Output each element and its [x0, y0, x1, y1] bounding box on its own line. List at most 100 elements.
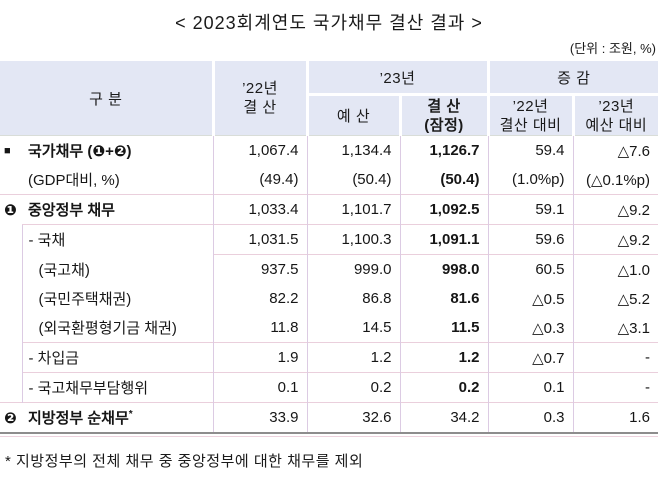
header-row-groups: 구 분 ’22년 결 산 ’23년 증 감: [0, 61, 658, 136]
header-category: 구 분: [0, 61, 213, 136]
cell-y23-budget: 86.8: [306, 284, 400, 313]
header-change-group: 증 감: [486, 61, 658, 95]
cell-label: (GDP대비, %): [22, 165, 213, 195]
unit-note: (단위 : 조원, %): [569, 41, 656, 56]
cell-bullet: [0, 254, 22, 284]
cell-y22-settlement: 1,033.4: [212, 194, 307, 225]
cell-y23-settlement: 0.2: [399, 372, 489, 403]
header-vs-y23: ’23년 예산 대비: [571, 93, 658, 136]
table-bottom-accent-line: [0, 436, 658, 437]
cell-change-vs-y22: △0.7: [487, 342, 574, 373]
cell-change-vs-y23: -: [572, 372, 658, 403]
cell-label: - 국고채무부담행위: [21, 372, 213, 403]
cell-y23-budget: (50.4): [306, 165, 400, 195]
cell-label: (국고채): [21, 254, 213, 284]
page-title: < 2023회계연도 국가채무 결산 결과 >: [175, 13, 483, 33]
cell-y23-settlement: 1,092.5: [399, 194, 489, 225]
cell-y23-budget: 1,100.3: [306, 224, 400, 255]
cell-change-vs-y23: △9.2: [572, 224, 658, 255]
footnote-marker: *: [128, 409, 133, 420]
table-row-central-gov-debt: ❶ 중앙정부 채무 1,033.4 1,101.7 1,092.5 59.1 △…: [0, 194, 658, 225]
label-text: 지방정부 순채무: [28, 410, 129, 427]
table-row-local-gov-net-debt: ❷ 지방정부 순채무* 33.9 32.6 34.2 0.3 1.6: [0, 402, 658, 434]
header-y22-settlement: ’22년 결 산: [211, 61, 307, 136]
header-y23-group: ’23년: [305, 61, 489, 95]
cell-change-vs-y22: 0.3: [487, 402, 574, 434]
cell-y23-settlement: 11.5: [399, 313, 489, 343]
header-vs-y23-line1: ’23년: [598, 97, 635, 115]
table-row-national-debt: ■ 국가채무 (❶+❷) 1,067.4 1,134.4 1,126.7 59.…: [0, 135, 658, 165]
header-settle-line1: 결 산: [427, 97, 461, 115]
cell-y23-budget: 32.6: [306, 402, 400, 434]
cell-y23-budget: 14.5: [306, 313, 400, 343]
cell-y22-settlement: 82.2: [212, 284, 307, 313]
cell-change-vs-y22: 0.1: [487, 372, 574, 403]
table-row-gov-bonds: - 국채 1,031.5 1,100.3 1,091.1 59.6 △9.2: [0, 224, 658, 255]
cell-y22-settlement: 1,031.5: [212, 224, 307, 255]
cell-y23-settlement: 998.0: [399, 254, 489, 284]
cell-change-vs-y23: 1.6: [572, 402, 658, 434]
cell-label: (외국환평형기금 채권): [21, 313, 213, 343]
header-vs-y23-line2: 예산 대비: [585, 116, 648, 134]
cell-change-vs-y23: △3.1: [572, 313, 658, 343]
cell-y22-settlement: 33.9: [212, 402, 307, 434]
header-y22-line1: ’22년: [242, 80, 278, 97]
cell-y22-settlement: (49.4): [212, 165, 307, 195]
table-row-debt-assumption: - 국고채무부담행위 0.1 0.2 0.2 0.1 -: [0, 372, 658, 403]
cell-change-vs-y22: 59.1: [487, 194, 574, 225]
cell-change-vs-y22: (1.0%p): [487, 165, 574, 195]
cell-change-vs-y23: △7.6: [572, 135, 658, 165]
national-debt-table: 구 분 ’22년 결 산 ’23년 증 감 예 산 결 산 (잠정) ’22년 …: [0, 61, 658, 434]
circled-one-icon: ❶: [0, 194, 22, 225]
cell-change-vs-y23: -: [572, 342, 658, 373]
cell-label: 지방정부 순채무*: [22, 402, 213, 434]
cell-y22-settlement: 0.1: [212, 372, 307, 403]
header-y22-line2: 결 산: [243, 99, 277, 116]
header-row-columns: 예 산 결 산 (잠정) ’22년 결산 대비 ’23년 예산 대비: [0, 93, 658, 136]
table-row-housing-bonds: (국민주택채권) 82.2 86.8 81.6 △0.5 △5.2: [0, 284, 658, 313]
table-row-treasury-bonds: (국고채) 937.5 999.0 998.0 60.5 △1.0: [0, 254, 658, 284]
cell-change-vs-y22: 59.4: [487, 135, 574, 165]
cell-change-vs-y22: 59.6: [487, 224, 574, 255]
cell-y23-budget: 1.2: [306, 342, 400, 373]
cell-label: 국가채무 (❶+❷): [22, 135, 213, 165]
cell-y22-settlement: 1,067.4: [212, 135, 307, 165]
cell-y23-settlement: 1,126.7: [399, 135, 489, 165]
cell-bullet: [0, 224, 22, 255]
header-vs-y22-line1: ’22년: [512, 97, 549, 115]
circled-two-icon: ❷: [0, 402, 22, 434]
cell-change-vs-y22: △0.5: [487, 284, 574, 313]
cell-bullet: [0, 313, 22, 343]
cell-bullet: [0, 342, 22, 373]
header-y23-budget: 예 산: [305, 93, 400, 136]
cell-bullet: [0, 372, 22, 403]
cell-y22-settlement: 937.5: [212, 254, 307, 284]
square-bullet-icon: ■: [0, 135, 22, 165]
cell-label: - 국채: [21, 224, 213, 255]
cell-change-vs-y22: △0.3: [487, 313, 574, 343]
header-settle-line2: (잠정): [424, 116, 464, 134]
table-row-gdp-ratio: (GDP대비, %) (49.4) (50.4) (50.4) (1.0%p) …: [0, 165, 658, 195]
cell-y23-settlement: 81.6: [399, 284, 489, 313]
table-row-borrowings: - 차입금 1.9 1.2 1.2 △0.7 -: [0, 342, 658, 373]
cell-label: (국민주택채권): [21, 284, 213, 313]
cell-bullet: [0, 284, 22, 313]
footnote: * 지방정부의 전체 채무 중 중앙정부에 대한 채무를 제외: [5, 453, 364, 470]
cell-y23-settlement: (50.4): [399, 165, 489, 195]
cell-y23-settlement: 34.2: [399, 402, 489, 434]
cell-change-vs-y23: △1.0: [572, 254, 658, 284]
cell-label: 중앙정부 채무: [22, 194, 213, 225]
cell-change-vs-y23: △5.2: [572, 284, 658, 313]
cell-y23-budget: 1,101.7: [306, 194, 400, 225]
cell-label: - 차입금: [21, 342, 213, 373]
cell-change-vs-y23: △9.2: [572, 194, 658, 225]
cell-y23-budget: 1,134.4: [306, 135, 400, 165]
cell-y23-settlement: 1.2: [399, 342, 489, 373]
cell-change-vs-y22: 60.5: [487, 254, 574, 284]
header-y23-settlement: 결 산 (잠정): [398, 93, 489, 136]
header-vs-y22-line2: 결산 대비: [499, 116, 562, 134]
table-row-fx-fund-bonds: (외국환평형기금 채권) 11.8 14.5 11.5 △0.3 △3.1: [0, 313, 658, 343]
cell-y23-budget: 0.2: [306, 372, 400, 403]
cell-y22-settlement: 1.9: [212, 342, 307, 373]
